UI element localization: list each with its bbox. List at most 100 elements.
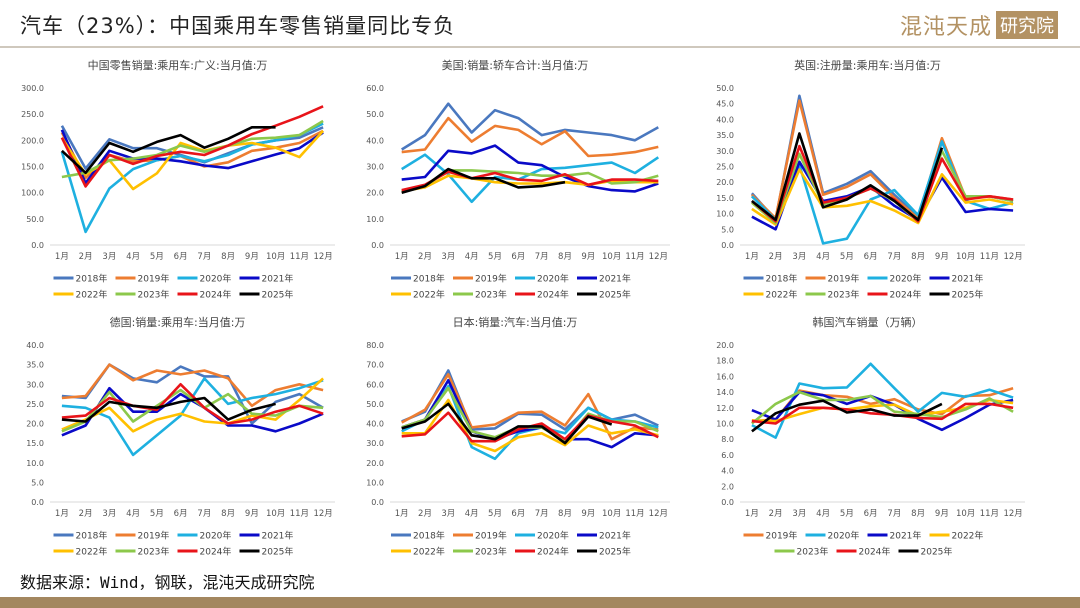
y-tick-label: 50.0 <box>26 215 44 224</box>
x-tick-label: 10月 <box>266 252 285 262</box>
legend-label: 2019年 <box>475 273 507 285</box>
series-line-2022 <box>401 174 659 193</box>
series-line-2025 <box>401 402 613 445</box>
x-tick-label: 2月 <box>769 509 783 519</box>
legend-label: 2019年 <box>138 273 170 285</box>
x-tick-label: 11月 <box>980 252 999 262</box>
y-tick-label: 18.0 <box>716 357 734 366</box>
y-tick-label: 50.0 <box>716 84 734 93</box>
y-tick-label: 6.0 <box>721 451 734 460</box>
logo: 混沌天成 研究院 <box>900 9 1058 41</box>
x-tick-label: 12月 <box>313 252 332 262</box>
x-tick-label: 7月 <box>535 509 549 519</box>
x-tick-label: 7月 <box>535 252 549 262</box>
x-tick-label: 2月 <box>79 252 93 262</box>
legend-item: 2021年 <box>577 273 631 285</box>
x-tick-label: 1月 <box>55 509 69 519</box>
legend-label: 2023年 <box>797 546 829 558</box>
page-title: 汽车（23%）：中国乘用车零售销量同比专负 <box>20 14 456 38</box>
series-line-2025 <box>61 396 276 423</box>
series-line-2021 <box>60 129 324 185</box>
legend-item: 2024年 <box>867 289 922 301</box>
y-tick-label: 12.0 <box>716 404 734 413</box>
y-tick-label: 0.0 <box>31 498 44 507</box>
y-tick-label: 20.0 <box>366 189 384 198</box>
chart-svg: 中国零售销量:乘用车:广义:当月值:万 0.0 50.0 100.0 150.0 200.… <box>21 58 335 301</box>
legend-item: 2020年 <box>515 273 569 285</box>
x-tick-label: 5月 <box>840 509 854 519</box>
y-tick-label: 250.0 <box>21 110 44 119</box>
chart-korea: 韩国汽车销量（万辆） 0.0 2.0 4.0 6.0 8.0 10.0 12.0 14.0 16.… <box>700 312 1035 562</box>
x-tick-label: 12月 <box>1003 509 1022 519</box>
y-tick-label: 40.0 <box>366 136 384 145</box>
legend-item: 2023年 <box>115 546 169 558</box>
logo-text: 混沌天成 <box>899 15 992 40</box>
x-tick-label: 4月 <box>465 509 479 519</box>
header-divider <box>0 46 1080 48</box>
y-tick-label: 10.0 <box>26 459 44 468</box>
x-tick-label: 6月 <box>511 252 525 262</box>
legend-item: 2024年 <box>515 289 569 301</box>
y-tick-label: 30.0 <box>366 163 384 172</box>
x-tick-label: 2月 <box>769 252 783 262</box>
legend-item: 2024年 <box>836 546 890 558</box>
y-tick-label: 8.0 <box>721 435 734 444</box>
legend-label: 2018年 <box>76 530 108 542</box>
x-tick-label: 11月 <box>290 252 309 262</box>
x-tick-label: 11月 <box>625 252 644 262</box>
legend-item: 2025年 <box>929 289 984 301</box>
x-tick-label: 2月 <box>418 509 432 519</box>
x-tick-label: 8月 <box>558 252 572 262</box>
legend-item: 2019年 <box>115 530 169 542</box>
legend-label: 2025年 <box>599 546 631 558</box>
legend-label: 2024年 <box>537 546 569 558</box>
x-tick-label: 5月 <box>150 252 164 262</box>
x-tick-label: 3月 <box>792 252 806 262</box>
legend-label: 2020年 <box>537 273 569 285</box>
legend-item: 2022年 <box>53 546 108 558</box>
x-tick-label: 7月 <box>197 252 211 262</box>
x-tick-label: 4月 <box>126 252 140 262</box>
legend-label: 2021年 <box>599 530 631 542</box>
x-tick-label: 7月 <box>887 509 901 519</box>
legend-label: 2019年 <box>766 530 798 542</box>
series-line-2019 <box>61 363 324 408</box>
y-tick-label: 10.0 <box>366 215 384 224</box>
y-tick-label: 100.0 <box>21 189 44 198</box>
x-tick-label: 5月 <box>840 252 854 262</box>
x-tick-label: 12月 <box>1003 252 1022 262</box>
x-tick-label: 12月 <box>649 252 668 262</box>
y-tick-label: 40.0 <box>26 341 44 350</box>
chart-uk: 英国:注册量:乘用车:当月值:万 0.0 5.0 10.0 15.0 20.0 25.0 30… <box>700 55 1035 305</box>
legend-label: 2025年 <box>952 289 984 301</box>
legend-label: 2025年 <box>921 546 953 558</box>
y-tick-label: 30.0 <box>366 439 384 448</box>
legend-item: 2021年 <box>929 273 983 285</box>
legend-item: 2025年 <box>239 289 293 301</box>
y-tick-label: 80.0 <box>366 341 384 350</box>
series-line-2018 <box>401 102 659 151</box>
y-tick-label: 15.0 <box>26 439 44 448</box>
chart-germany: 德国:销量:乘用车:当月值:万 0.0 5.0 10.0 15.0 20.0 25.0 30.… <box>10 312 345 562</box>
legend-label: 2022年 <box>952 530 984 542</box>
legend-label: 2023年 <box>475 289 507 301</box>
legend-label: 2024年 <box>200 546 232 558</box>
x-tick-label: 3月 <box>441 509 455 519</box>
chart-title: 美国:销量:轿车合计:当月值:万 <box>442 58 589 72</box>
legend-item: 2022年 <box>53 289 107 301</box>
series-line-2023 <box>751 390 1014 425</box>
x-tick-label: 6月 <box>864 252 878 262</box>
legend-label: 2023年 <box>138 289 170 301</box>
x-tick-label: 9月 <box>581 252 595 262</box>
legend-label: 2022年 <box>76 546 108 558</box>
x-tick-label: 12月 <box>649 509 668 519</box>
series-line-2025 <box>401 167 566 194</box>
chart-svg: 日本:销量:汽车:当月值:万 0.0 10.0 20.0 30.0 40.0 50.0 60.… <box>366 315 670 558</box>
legend-item: 2018年 <box>53 530 108 542</box>
y-tick-label: 5.0 <box>31 478 44 487</box>
legend-label: 2023年 <box>828 289 860 301</box>
legend-label: 2024年 <box>890 289 922 301</box>
legend-label: 2020年 <box>828 530 860 542</box>
series-line-2022 <box>61 377 324 433</box>
y-tick-label: 45.0 <box>716 100 734 109</box>
